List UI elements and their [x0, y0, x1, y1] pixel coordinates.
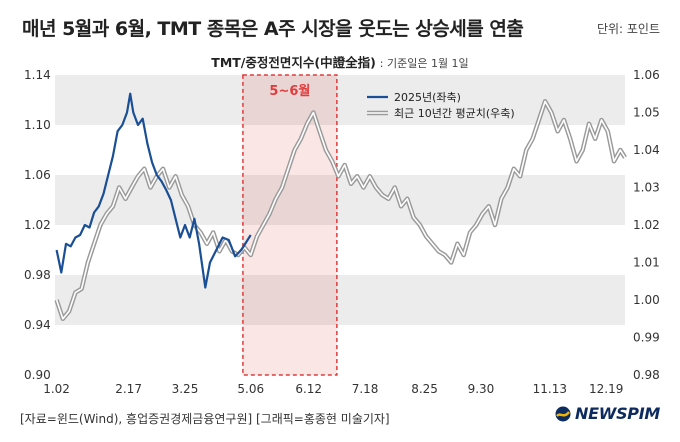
newspim-logo-icon	[555, 406, 571, 421]
chart-title-main: TMT/중정전면지수(中證全指)	[211, 55, 376, 70]
grid-band	[55, 175, 625, 225]
y-left-tick-label: 1.02	[24, 218, 51, 232]
y-right-tick-label: 1.05	[633, 106, 660, 120]
page-title: 매년 5월과 6월, TMT 종목은 A주 시장을 웃도는 상승세를 연출	[22, 18, 524, 40]
y-left-tick-label: 0.94	[24, 318, 51, 332]
x-tick-label: 11.13	[533, 382, 567, 396]
newspim-logo: NEWSPIM	[555, 404, 660, 423]
y-right-tick-label: 1.04	[633, 143, 660, 157]
x-tick-label: 5.06	[237, 382, 264, 396]
x-tick-label: 1.02	[43, 382, 70, 396]
y-right-tick-label: 1.00	[633, 293, 660, 307]
x-tick-label: 2.17	[115, 382, 142, 396]
grid-band	[55, 275, 625, 325]
y-left-tick-label: 0.90	[24, 368, 51, 382]
y-right-tick-label: 1.06	[633, 68, 660, 82]
y-left-tick-label: 0.98	[24, 268, 51, 282]
x-tick-label: 6.12	[295, 382, 322, 396]
series-10y-line-inner	[55, 100, 626, 320]
grid-band	[55, 75, 625, 125]
y-right-tick-label: 0.99	[633, 331, 660, 345]
legend-2025-label: 2025년(좌축)	[394, 91, 461, 104]
y-right-tick-label: 1.01	[633, 256, 660, 270]
x-tick-label: 9.30	[468, 382, 495, 396]
y-right-tick-label: 1.03	[633, 181, 660, 195]
chart-title-note: : 기준일은 1월 1일	[379, 57, 469, 70]
x-tick-label: 3.25	[172, 382, 199, 396]
x-tick-label: 8.25	[411, 382, 438, 396]
legend-10y-label: 최근 10년간 평균치(우축)	[394, 107, 515, 120]
chart-title: TMT/중정전면지수(中證全指) : 기준일은 1월 1일	[0, 52, 680, 71]
source-note: [자료=윈드(Wind), 흥업증권경제금융연구원] [그래픽=홍종현 미술기자…	[20, 412, 390, 426]
y-left-tick-label: 1.14	[24, 68, 51, 82]
highlight-region	[242, 74, 338, 376]
x-tick-label: 12.19	[589, 382, 623, 396]
y-left-tick-label: 1.06	[24, 168, 51, 182]
series-2025-line	[55, 92, 252, 289]
y-right-tick-label: 0.98	[633, 368, 660, 382]
y-left-tick-label: 1.10	[24, 118, 51, 132]
y-right-tick-label: 1.02	[633, 218, 660, 232]
unit-label: 단위: 포인트	[596, 22, 660, 36]
highlight-label: 5~6월	[269, 83, 310, 99]
logo-text: NEWSPIM	[575, 404, 660, 423]
x-tick-label: 7.18	[352, 382, 379, 396]
